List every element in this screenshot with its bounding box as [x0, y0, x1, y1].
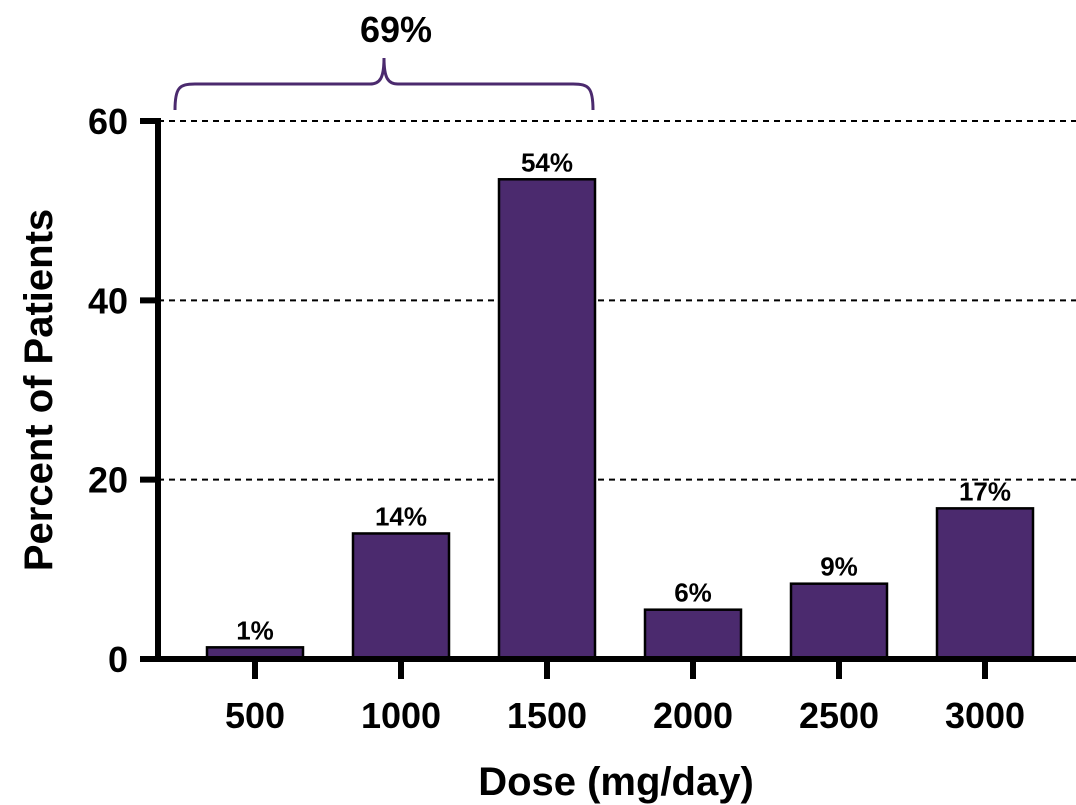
bar-data-label: 9% [820, 552, 858, 582]
x-tick-label: 1000 [361, 695, 441, 736]
bar-data-label: 14% [375, 501, 427, 531]
bar-2500 [789, 582, 889, 661]
x-ticks: 500 1000 1500 2000 2500 3000 [225, 659, 1025, 736]
bar-data-label: 54% [521, 147, 573, 177]
bar-1500 [497, 178, 597, 661]
bar-3000 [935, 507, 1035, 661]
y-tick-label: 40 [88, 280, 128, 321]
bar-data-label: 6% [674, 578, 712, 608]
bar-data-label: 1% [236, 615, 274, 645]
bracket-label: 69% [360, 9, 432, 50]
x-tick-label: 2500 [799, 695, 879, 736]
x-tick-label: 3000 [945, 695, 1025, 736]
y-ticks: 0 20 40 60 [88, 101, 160, 680]
bracket-shape [173, 57, 595, 111]
y-tick-label: 60 [88, 101, 128, 142]
bar-data-labels: 1% 14% 54% 6% 9% 17% [236, 147, 1011, 645]
y-axis-title: Percent of Patients [17, 209, 61, 571]
bars [205, 178, 1035, 661]
bracket-annotation: 69% [173, 9, 595, 111]
y-tick-label: 20 [88, 460, 128, 501]
gridlines [158, 120, 1076, 481]
bar-1000 [351, 532, 451, 661]
x-axis-title: Dose (mg/day) [478, 760, 754, 804]
axes [155, 118, 1076, 662]
y-tick-label: 0 [108, 639, 128, 680]
bar-data-label: 17% [959, 476, 1011, 506]
x-tick-label: 1500 [507, 695, 587, 736]
x-tick-label: 2000 [653, 695, 733, 736]
x-tick-label: 500 [225, 695, 285, 736]
bar-2000 [643, 608, 743, 661]
